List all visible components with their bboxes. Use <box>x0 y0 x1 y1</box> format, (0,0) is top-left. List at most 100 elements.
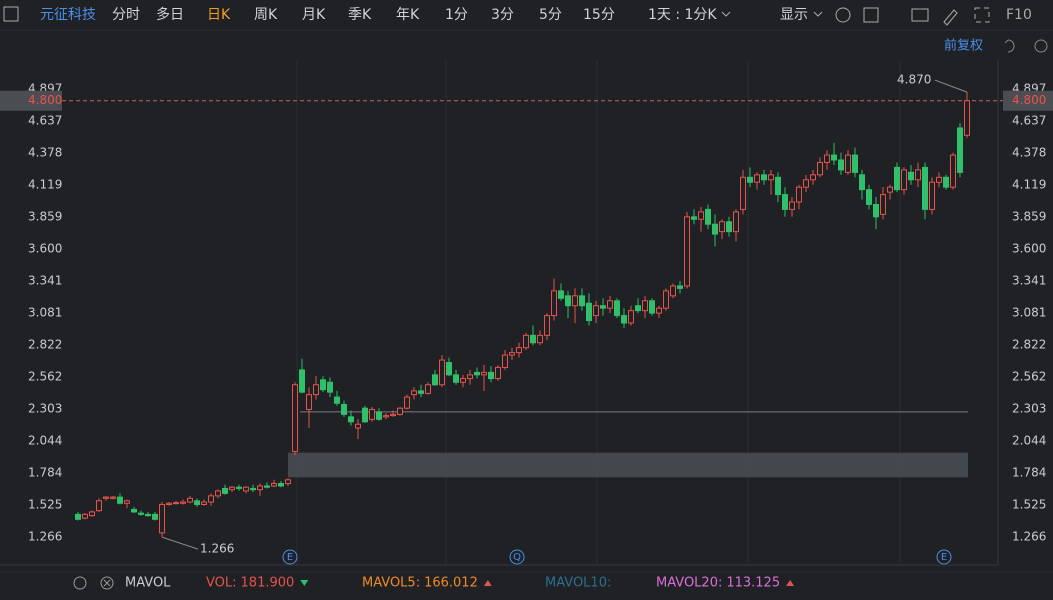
candle-body <box>236 486 242 489</box>
candle-body <box>390 413 396 417</box>
indicator-value: 181.900 <box>241 576 295 591</box>
candle-body <box>810 174 816 181</box>
candle-body <box>516 347 522 354</box>
y-tick-label-right: 2.303 <box>1012 402 1046 416</box>
y-tick-label-right: 3.600 <box>1012 241 1046 255</box>
y-tick-label: 3.081 <box>28 305 62 319</box>
y-tick-label-right: 1.266 <box>1012 530 1046 544</box>
reset-icon[interactable] <box>1034 39 1048 53</box>
candle-body <box>600 305 606 309</box>
candle-body <box>257 485 263 491</box>
candle-body <box>572 295 578 307</box>
low-label: 1.266 <box>200 542 234 556</box>
candle-body <box>320 379 326 391</box>
stock-name[interactable]: 元征科技 <box>40 7 96 23</box>
period-tab[interactable]: 季K <box>348 7 372 23</box>
y-tick-label-right: 1.784 <box>1012 466 1046 480</box>
event-label: E <box>287 552 293 563</box>
candle-body <box>509 352 515 356</box>
candle-body <box>677 285 683 289</box>
close-x <box>103 579 111 587</box>
settings-icon[interactable] <box>835 7 851 23</box>
trend-arrow <box>786 580 795 586</box>
candle-body <box>173 502 179 505</box>
event-marker[interactable] <box>282 549 298 565</box>
f10-button[interactable]: F10 <box>1006 7 1032 23</box>
candle-body <box>404 396 410 409</box>
high-label: 4.870 <box>897 73 931 87</box>
candle-body <box>712 223 718 235</box>
candle-body <box>859 174 865 191</box>
candle-body <box>796 186 802 203</box>
draw-icon[interactable] <box>943 9 958 26</box>
candle-body <box>782 194 788 210</box>
candle-body <box>418 390 424 394</box>
event-label: E <box>941 552 947 563</box>
period-tab[interactable]: 月K <box>302 7 326 23</box>
candle-body <box>628 310 634 324</box>
close-icon[interactable] <box>100 576 114 590</box>
candle-body <box>446 362 452 376</box>
layout-icon[interactable] <box>863 7 879 23</box>
candle-body <box>915 169 921 181</box>
candle-body <box>180 501 186 504</box>
fullscreen-icon[interactable] <box>974 7 990 23</box>
adjust-button[interactable]: 前复权 <box>944 38 983 54</box>
candle-body <box>733 211 739 233</box>
candle-body <box>362 407 368 423</box>
candle-body <box>957 127 963 173</box>
candle-body <box>621 315 627 324</box>
candle-body <box>775 176 781 196</box>
period-tab[interactable]: 分时 <box>112 7 140 23</box>
candle-body <box>243 486 249 492</box>
indicator-label: VOL: <box>206 576 237 591</box>
candle-body <box>803 179 809 188</box>
period-tab[interactable]: 多日 <box>156 6 184 23</box>
indicator-label: MAVOL5: <box>362 576 420 591</box>
y-tick-label: 3.600 <box>28 241 62 255</box>
candle-body <box>348 416 354 423</box>
indicator-value: 113.125 <box>726 576 780 591</box>
candle-body <box>705 208 711 225</box>
y-tick-label: 4.378 <box>28 145 62 159</box>
candle-body <box>117 496 123 504</box>
undo-icon[interactable] <box>1004 39 1015 53</box>
candle-body <box>838 159 844 171</box>
period-tab[interactable]: 3分 <box>491 7 514 23</box>
candle-body <box>432 374 438 386</box>
sidebar-toggle[interactable] <box>3 6 19 22</box>
period-tab[interactable]: 5分 <box>539 7 562 23</box>
period-tab[interactable]: 15分 <box>583 7 615 23</box>
candle-body <box>110 496 116 499</box>
y-tick-label: 3.341 <box>28 273 62 287</box>
candle-body <box>82 513 88 519</box>
candle-body <box>530 334 536 344</box>
candle-body <box>537 334 543 344</box>
candle-body <box>159 503 165 534</box>
candle-body <box>740 176 746 210</box>
candle-body <box>964 100 970 136</box>
candle-body <box>922 166 928 210</box>
candle-body <box>250 487 256 491</box>
y-tick-label-right: 2.044 <box>1012 434 1046 448</box>
camera-icon[interactable] <box>911 8 929 22</box>
candle-body <box>656 307 662 314</box>
period-tab[interactable]: 周K <box>254 7 278 23</box>
candle-body <box>754 174 760 183</box>
event-marker[interactable] <box>509 549 525 565</box>
period-tab[interactable]: 日K <box>207 7 231 23</box>
candle-body <box>558 290 564 299</box>
period-tab[interactable]: 1分 <box>445 7 468 23</box>
event-marker[interactable] <box>936 549 952 565</box>
candle-body <box>880 194 886 215</box>
candle-body <box>831 154 837 161</box>
candle-body <box>670 285 676 297</box>
settings-icon[interactable] <box>73 576 87 590</box>
candle-body <box>642 300 648 312</box>
display-menu[interactable]: 显示 <box>780 7 808 23</box>
period-tab[interactable]: 1天 : 1分K <box>648 7 717 23</box>
y-tick-label: 2.044 <box>28 434 62 448</box>
period-tab[interactable]: 年K <box>396 7 420 23</box>
candle-body <box>649 300 655 314</box>
